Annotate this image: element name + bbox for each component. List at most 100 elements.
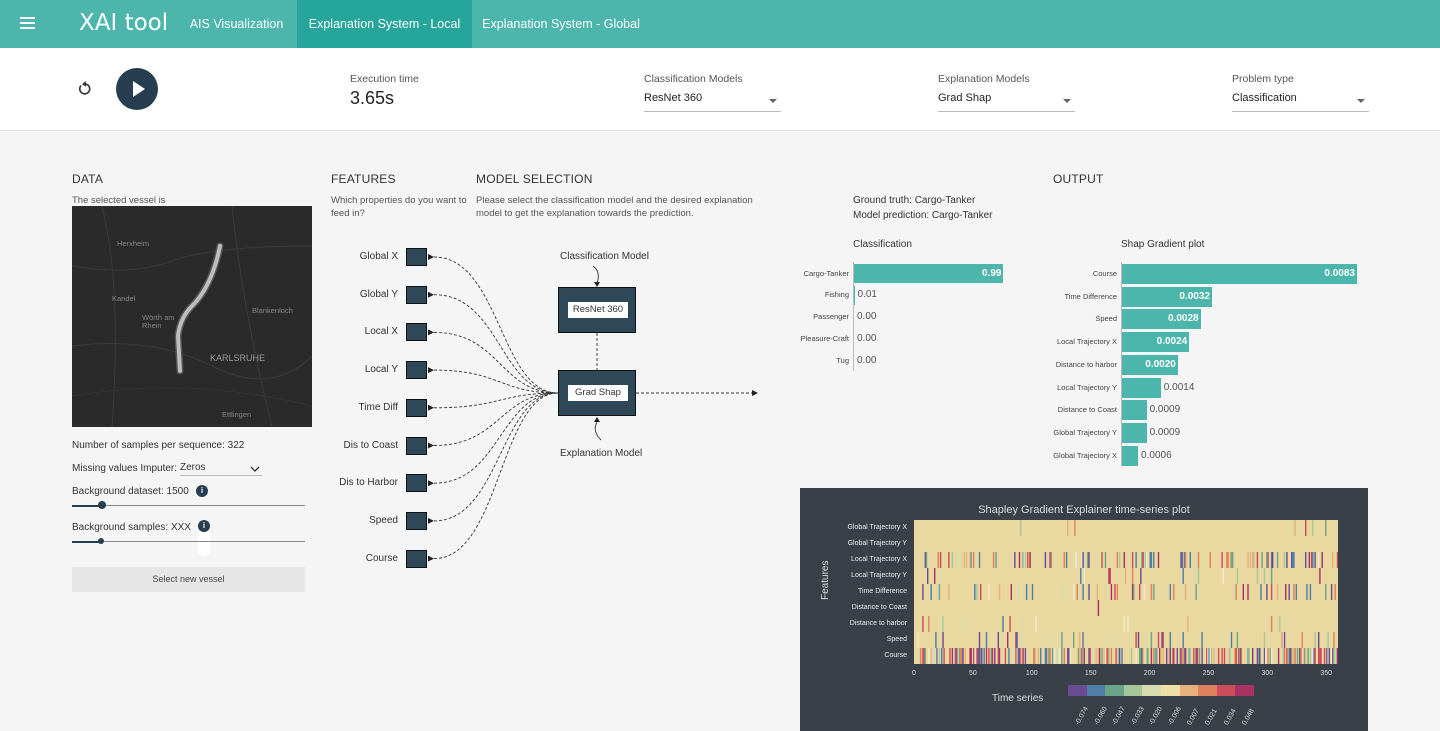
bar[interactable]	[1121, 400, 1147, 421]
bar-category-label: Cargo-Tanker	[803, 268, 849, 278]
heatmap-cell	[1221, 648, 1223, 664]
bar[interactable]	[1121, 354, 1178, 375]
vessel-map[interactable]: Herxheim Kandel Wörth am Rhein Blankenlo…	[72, 206, 312, 427]
heatmap-cell	[1015, 648, 1017, 664]
heatmap-cell	[997, 632, 1000, 648]
tab-ais-visualization[interactable]: AIS Visualization	[189, 17, 284, 31]
heatmap-cell	[1150, 584, 1153, 600]
heatmap-cell	[1017, 648, 1020, 664]
heatmap-cell	[994, 648, 996, 664]
heatmap-cell	[1034, 648, 1036, 664]
heatmap-cell	[1308, 552, 1311, 568]
heatmap-cell	[961, 648, 963, 664]
explanation-model-node[interactable]: Grad Shap	[558, 370, 636, 416]
background-samples-slider-fill	[72, 541, 103, 543]
feature-label: Local Y	[364, 364, 398, 376]
heatmap-cell	[1227, 648, 1229, 664]
background-samples-slider-thumb[interactable]	[98, 538, 105, 544]
bar[interactable]	[1121, 309, 1201, 330]
heatmap-cell	[981, 648, 983, 664]
feature-toggle[interactable]	[406, 474, 427, 493]
info-icon[interactable]: i	[196, 485, 208, 497]
colorbar-tick: 0.048	[1241, 707, 1257, 727]
heatmap-cell	[1127, 616, 1129, 632]
feature-connector	[433, 392, 559, 522]
colorbar-swatch	[1235, 685, 1255, 696]
bar[interactable]	[1121, 445, 1139, 466]
heatmap-cell	[1049, 552, 1051, 568]
heatmap-cell	[1305, 520, 1307, 536]
bar[interactable]	[1121, 286, 1212, 307]
heatmap-cell	[985, 648, 988, 664]
select-new-vessel-button[interactable]: Select new vessel	[72, 567, 305, 592]
feature-toggle[interactable]	[406, 549, 427, 568]
heatmap-cell	[1137, 632, 1140, 648]
classification-model-node[interactable]: ResNet 360	[558, 287, 636, 333]
background-dataset-slider-thumb[interactable]	[98, 501, 107, 509]
heatmap-cell	[939, 552, 942, 568]
feature-toggle[interactable]	[406, 323, 427, 342]
heatmap-cell	[1229, 648, 1232, 664]
info-icon[interactable]: i	[198, 520, 210, 532]
heatmap-cell	[1169, 648, 1172, 664]
heatmap-cell	[924, 648, 927, 664]
menu-icon[interactable]	[20, 17, 35, 29]
bar[interactable]	[1121, 264, 1357, 284]
heatmap-cell	[998, 584, 1001, 600]
heatmap-cell	[1318, 648, 1320, 664]
heatmap-cell	[954, 648, 956, 664]
heatmap-cell	[970, 552, 972, 568]
heatmap-cell	[988, 648, 990, 664]
feature-toggle[interactable]	[406, 511, 427, 530]
tab-explanation-global[interactable]: Explanation System - Global	[482, 17, 640, 31]
colorbar-tick: 0.021	[1204, 707, 1220, 727]
output-section-title: OUTPUT	[1053, 172, 1104, 186]
arrowhead	[428, 517, 434, 524]
heatmap-cell	[1015, 632, 1017, 648]
heatmap-cell	[1256, 648, 1259, 664]
feature-label: Dis to Harbor	[339, 477, 398, 489]
feature-toggle[interactable]	[406, 248, 427, 266]
background-samples-slider[interactable]	[72, 541, 305, 542]
bar[interactable]	[853, 264, 1004, 283]
heatmap-cell	[948, 584, 950, 600]
classification-model-select[interactable]: ResNet 360	[644, 92, 781, 112]
problem-type-value: Classification	[1232, 92, 1297, 104]
reset-icon[interactable]	[76, 80, 94, 98]
bar-value-label: 0.00	[857, 354, 877, 366]
heatmap-cell	[942, 632, 944, 648]
heatmap-cell	[1257, 648, 1260, 664]
heatmap-cell	[969, 648, 971, 664]
heatmap-cell	[1023, 584, 1025, 600]
heatmap-cell	[1328, 648, 1331, 664]
heatmap-cell	[957, 648, 960, 664]
feature-toggle[interactable]	[406, 436, 427, 455]
colorbar-tick: -0.020	[1148, 705, 1165, 727]
feature-label: Time Diff	[358, 401, 398, 413]
heatmap-cell	[1290, 552, 1293, 568]
heatmap-cell	[1252, 648, 1254, 664]
heatmap-cell	[965, 552, 968, 568]
model-prediction: Model prediction: Cargo-Tanker	[853, 210, 993, 221]
heatmap-cell	[1197, 568, 1200, 584]
tab-explanation-local[interactable]: Explanation System - Local	[297, 0, 472, 48]
heatmap-cell	[1157, 632, 1160, 648]
heatmap-cell	[978, 632, 981, 648]
bar[interactable]	[1121, 377, 1161, 398]
bar-value-label: 0.0006	[1141, 449, 1172, 461]
run-button[interactable]	[116, 68, 158, 110]
heatmap-cell	[1162, 632, 1164, 648]
bar-category-label: Global Trajectory Y	[1053, 427, 1117, 437]
background-dataset-slider[interactable]	[72, 505, 305, 506]
explanation-model-select[interactable]: Grad Shap	[938, 92, 1075, 112]
feature-toggle[interactable]	[406, 285, 427, 304]
play-icon	[133, 81, 145, 97]
feature-toggle[interactable]	[406, 398, 427, 417]
bar[interactable]	[1121, 422, 1147, 443]
heatmap-cell	[1035, 616, 1037, 632]
imputer-select[interactable]: Zeros	[180, 462, 262, 476]
bar[interactable]	[1121, 332, 1190, 353]
feature-toggle[interactable]	[406, 361, 427, 380]
problem-type-select[interactable]: Classification	[1232, 92, 1369, 112]
problem-type-label: Problem type	[1232, 73, 1294, 85]
